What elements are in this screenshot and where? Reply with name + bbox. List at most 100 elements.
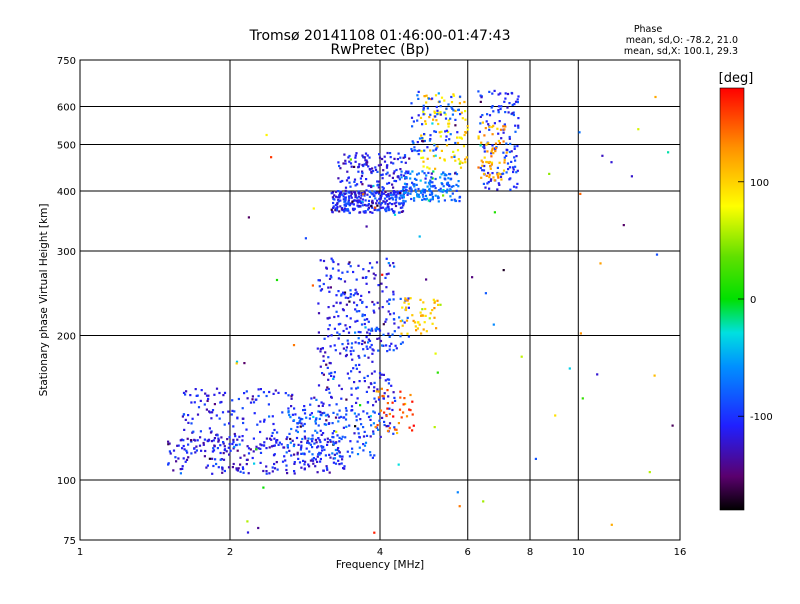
scatter-point (321, 372, 324, 375)
scatter-point (385, 207, 388, 210)
scatter-point (331, 191, 334, 194)
scatter-point (350, 196, 353, 199)
scatter-point (413, 177, 417, 180)
scatter-point (271, 470, 274, 473)
scatter-point (172, 449, 176, 452)
scatter-point (405, 415, 409, 418)
scatter-point (442, 189, 445, 192)
scatter-point (331, 267, 335, 270)
scatter-point (479, 166, 482, 170)
scatter-point (391, 401, 394, 404)
scatter-point (395, 194, 398, 197)
scatter-point (265, 133, 268, 137)
scatter-point (277, 443, 280, 446)
scatter-point (385, 273, 388, 276)
scatter-point (251, 395, 254, 398)
scatter-point (420, 134, 423, 137)
scatter-point (437, 196, 440, 199)
scatter-point (367, 165, 370, 168)
scatter-point (448, 138, 451, 141)
scatter-point (392, 432, 395, 435)
scatter-point (314, 438, 317, 441)
scatter-point (348, 326, 352, 329)
scatter-point (369, 415, 372, 418)
scatter-point (367, 338, 370, 341)
scatter-point (235, 467, 238, 470)
scatter-point (481, 121, 484, 124)
scatter-point (366, 318, 369, 321)
scatter-point (387, 332, 390, 335)
scatter-point (190, 452, 193, 455)
scatter-point (488, 173, 491, 176)
scatter-point (487, 142, 490, 145)
scatter-point (354, 160, 357, 163)
scatter-point (213, 403, 216, 406)
scatter-point (333, 457, 337, 460)
scatter-point (361, 198, 364, 201)
y-tick-label: 600 (57, 103, 76, 114)
scatter-point (381, 290, 384, 293)
scatter-point (251, 456, 254, 460)
scatter-point (347, 190, 350, 193)
scatter-point (338, 463, 341, 466)
scatter-point (431, 122, 434, 125)
scatter-point (330, 208, 333, 211)
scatter-point (454, 124, 457, 127)
scatter-point (416, 194, 419, 197)
scatter-point (343, 192, 346, 195)
scatter-point (349, 295, 352, 298)
scatter-point (440, 130, 443, 133)
scatter-point (348, 181, 351, 184)
scatter-point (268, 446, 271, 449)
scatter-point (273, 467, 277, 470)
scatter-point (265, 447, 268, 450)
scatter-point (410, 116, 414, 119)
scatter-point (329, 345, 332, 348)
scatter-point (337, 198, 340, 202)
scatter-point (420, 189, 423, 192)
scatter-point (437, 200, 440, 203)
scatter-point (378, 329, 382, 332)
scatter-point (383, 423, 386, 427)
scatter-point (516, 182, 519, 185)
scatter-point (439, 135, 442, 138)
scatter-point (343, 416, 346, 419)
scatter-point (437, 303, 440, 306)
scatter-point (439, 190, 442, 193)
scatter-point (300, 452, 303, 455)
scatter-point (444, 130, 447, 133)
scatter-point (287, 410, 290, 413)
scatter-point (447, 122, 450, 125)
scatter-point (366, 412, 369, 415)
scatter-point (416, 193, 419, 196)
scatter-point (259, 451, 263, 454)
scatter-point (401, 319, 404, 322)
scatter-point (301, 424, 305, 427)
scatter-point (375, 202, 378, 205)
scatter-point (381, 394, 384, 398)
scatter-point (318, 451, 321, 454)
scatter-point (328, 391, 331, 394)
scatter-point (185, 449, 188, 452)
scatter-point (267, 403, 270, 406)
scatter-point (234, 435, 237, 438)
scatter-point (424, 181, 427, 184)
scatter-point (356, 397, 359, 400)
scatter-point (359, 298, 362, 302)
y-tick-label: 400 (57, 187, 76, 198)
phase-stats-heading: Phase (634, 24, 663, 35)
scatter-point (432, 149, 435, 152)
scatter-point (350, 165, 353, 168)
scatter-point (499, 92, 502, 95)
scatter-point (379, 196, 383, 199)
scatter-point (502, 151, 505, 154)
scatter-point (440, 149, 443, 152)
scatter-point (349, 185, 352, 188)
scatter-point (338, 164, 341, 168)
scatter-point (514, 130, 517, 133)
scatter-point (308, 417, 311, 420)
scatter-point (327, 387, 330, 391)
scatter-point (338, 192, 342, 195)
scatter-point (241, 435, 244, 438)
scatter-point (348, 154, 351, 158)
